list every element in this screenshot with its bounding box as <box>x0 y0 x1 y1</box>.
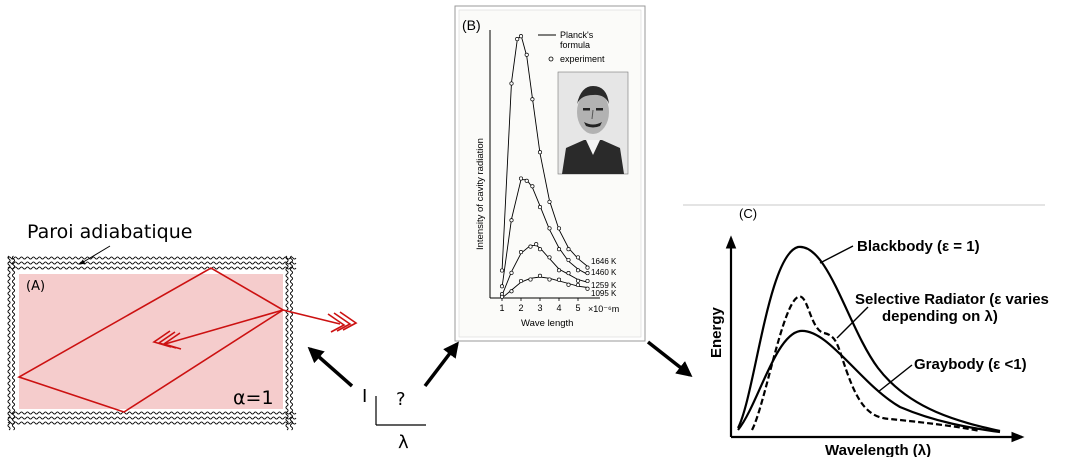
experiment-point <box>524 178 529 183</box>
selective-label-1: Selective Radiator (ε varies <box>855 291 1049 308</box>
panel-c-label: (C) <box>739 206 757 221</box>
experiment-point <box>509 289 514 294</box>
experiment-point <box>524 52 529 57</box>
experiment-point <box>575 282 581 288</box>
intensity-axis-label: I <box>362 386 367 407</box>
panel-a-label: (A) <box>26 279 45 294</box>
experiment-point <box>585 286 590 291</box>
legend-line-label-1: Planck's <box>560 30 594 40</box>
energy-axis-label: Energy <box>708 306 725 358</box>
experiment-point <box>556 277 562 282</box>
legend-dots-label: experiment <box>560 54 605 64</box>
wavelength-axis-label: Wavelength (λ) <box>825 442 931 457</box>
x-tick-label: 2 <box>519 303 524 313</box>
experiment-point <box>566 247 571 252</box>
experiment-point <box>528 244 533 249</box>
temperature-label: 1095 K <box>591 289 617 298</box>
blackbody-label: Blackbody (ε = 1) <box>857 238 980 255</box>
experiment-point <box>509 270 514 275</box>
experiment-point <box>566 257 571 263</box>
alpha-label: α=1 <box>233 387 274 409</box>
axes-sketch: I λ ? <box>362 386 426 453</box>
panel-b-x-unit: ×10⁻⁶m <box>588 304 619 314</box>
blackbody-curve <box>737 245 1001 433</box>
experiment-point <box>575 268 581 273</box>
ray-arrow-shaft <box>164 309 284 345</box>
experiment-point <box>518 176 524 181</box>
max-planck-portrait-icon <box>557 71 629 175</box>
experiment-point <box>528 277 533 282</box>
experiment-point <box>585 271 590 276</box>
planck-curve-3 <box>501 276 588 299</box>
experiment-point <box>530 97 535 102</box>
experiment-point <box>515 37 520 42</box>
experiment-point <box>499 268 505 273</box>
panel-a: Paroi adiabatique (A) α=1 <box>7 221 358 431</box>
experiment-point <box>518 34 524 39</box>
x-tick-label: 1 <box>500 303 505 313</box>
experiment-point <box>556 226 562 231</box>
x-tick-label: 4 <box>557 303 562 313</box>
experiment-point <box>534 242 539 247</box>
x-tick-label: 5 <box>576 303 581 313</box>
selective-radiator-curve <box>751 295 981 433</box>
ray-arrowhead-icon <box>152 330 182 350</box>
panel-b-x-ticks: 1 2 3 4 5 <box>500 298 581 313</box>
x-tick-label: 3 <box>538 303 543 313</box>
temperature-label: 1259 K <box>591 281 617 290</box>
experiment-point <box>537 273 543 278</box>
experiment-point <box>537 150 543 155</box>
panel-b-label: (B) <box>462 17 481 33</box>
planck-curves <box>499 33 590 299</box>
experiment-point <box>575 278 581 283</box>
experiment-point <box>547 277 552 282</box>
experiment-point <box>537 205 543 210</box>
cavity-interior <box>19 274 283 409</box>
graybody-curve <box>737 329 1001 434</box>
experiment-point <box>499 284 505 289</box>
legend-line-label-2: formula <box>560 40 590 50</box>
experiment-point <box>566 271 571 276</box>
experiment-point <box>518 250 524 255</box>
experiment-point <box>537 247 543 252</box>
experiment-point <box>556 268 562 273</box>
experiment-point <box>530 184 535 189</box>
selective-label-2: depending on λ) <box>882 308 998 325</box>
experiment-point <box>566 282 571 287</box>
graybody-label: Graybody (ε <1) <box>914 356 1027 373</box>
experiment-point <box>575 255 581 260</box>
panel-b-x-label: Wave length <box>521 318 573 329</box>
temperature-label: 1646 K <box>591 257 617 266</box>
wavelength-axis-label: λ <box>398 432 409 453</box>
experiment-point <box>547 255 552 260</box>
experiment-point <box>499 294 505 299</box>
wall-pointer <box>78 245 111 265</box>
experiment-point <box>547 226 552 231</box>
adiabatic-wall <box>7 255 297 431</box>
experiment-point <box>585 278 590 284</box>
ray-feather-icon <box>327 311 358 333</box>
experiment-point <box>556 247 562 252</box>
temperature-label: 1460 K <box>591 268 617 277</box>
experiment-point <box>585 265 590 270</box>
experiment-point <box>547 199 552 204</box>
arrow-to-panel-b <box>423 341 459 388</box>
panel-b: (B) Planck's formula experiment 1 2 3 4 5 ×1… <box>454 5 646 342</box>
experiment-point <box>518 278 524 284</box>
wall-label: Paroi adiabatique <box>27 221 192 243</box>
question-mark: ? <box>396 389 406 410</box>
panel-b-y-label: Intensity of cavity radiation <box>475 138 486 250</box>
arrow-to-panel-c <box>646 340 693 377</box>
reflected-ray <box>17 267 341 413</box>
arrow-to-panel-a <box>307 346 354 388</box>
experiment-point <box>509 81 514 86</box>
experiment-point <box>509 218 514 223</box>
panel-c: (C) Energy Wavelength (λ) Blackbody (ε =… <box>683 204 1049 457</box>
